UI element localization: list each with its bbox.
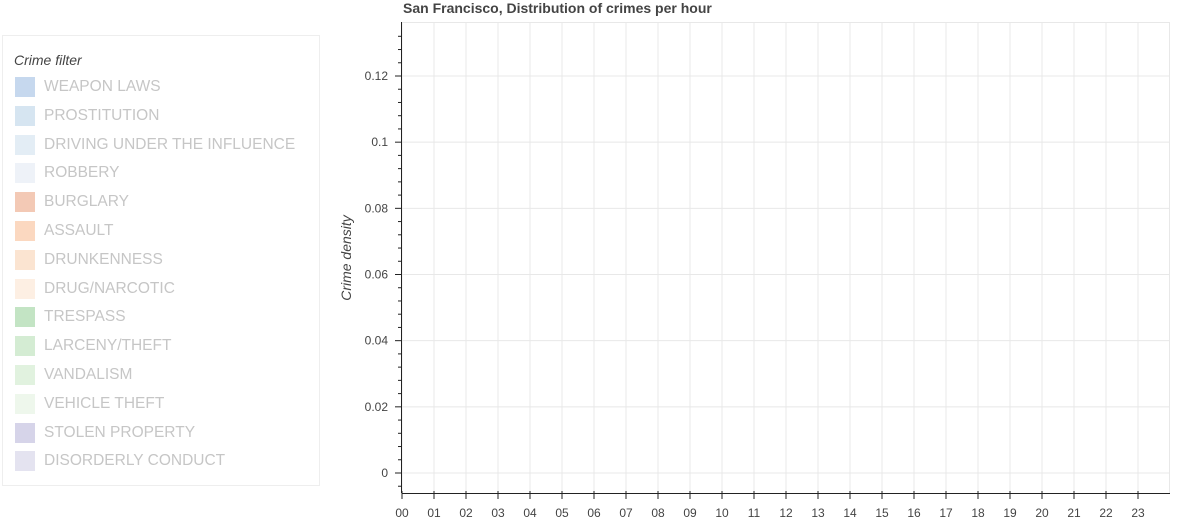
legend-item-label: VANDALISM [44, 366, 133, 383]
legend-item-label: STOLEN PROPERTY [44, 423, 196, 441]
legend-item-label: DISORDERLY CONDUCT [44, 452, 226, 470]
x-tick-label: 20 [1035, 506, 1049, 520]
x-tick-label: 16 [907, 506, 921, 520]
y-tick-label: 0.08 [365, 201, 389, 215]
legend-item-label: ROBBERY [44, 164, 120, 182]
y-axis-label: Crime density [338, 214, 354, 301]
legend-swatch [15, 163, 35, 184]
legend-item[interactable]: DRUNKENNESS [15, 249, 163, 271]
legend-swatch [15, 365, 35, 385]
x-tick-label: 02 [459, 506, 473, 520]
legend-item[interactable]: WEAPON LAWS [15, 76, 161, 98]
legend-title: Crime filter [14, 52, 82, 68]
x-tick-label: 12 [779, 506, 793, 520]
legend-item-label: VEHICLE THEFT [44, 394, 165, 412]
x-tick-label: 15 [875, 506, 889, 520]
legend-item[interactable]: STOLEN PROPERTY [15, 422, 195, 444]
x-tick-label: 07 [619, 506, 633, 520]
legend-swatch [15, 307, 35, 328]
x-tick-label: 21 [1067, 506, 1081, 520]
y-tick-label: 0.12 [365, 69, 389, 83]
legend-swatch [15, 393, 35, 414]
y-tick-label: 0 [381, 466, 388, 480]
legend-swatch [15, 221, 35, 241]
chart-title: San Francisco, Distribution of crimes pe… [403, 0, 712, 16]
x-tick-label: 18 [971, 506, 985, 520]
x-tick-label: 19 [1003, 506, 1017, 520]
x-tick-label: 13 [811, 506, 825, 520]
x-tick-label: 06 [587, 506, 601, 520]
legend-item-label: BURGLARY [44, 193, 129, 211]
x-tick-label: 17 [939, 506, 953, 520]
y-tick-label: 0.02 [365, 400, 389, 414]
y-tick-label: 0.04 [365, 334, 389, 348]
legend-swatch [15, 451, 35, 472]
x-tick-label: 11 [748, 506, 761, 520]
legend-swatch [15, 192, 35, 213]
legend-swatch [15, 249, 35, 270]
legend-swatch [15, 422, 35, 443]
x-tick-label: 09 [683, 506, 697, 520]
legend-swatch [15, 278, 35, 299]
x-tick-label: 23 [1131, 506, 1145, 520]
crime-filter-legend: Crime filter WEAPON LAWS PROSTITUTION DRIV… [2, 35, 320, 486]
legend-item-label: TRESPASS [44, 308, 126, 326]
legend-swatch [15, 105, 35, 126]
legend-item[interactable]: PROSTITUTION [15, 105, 159, 127]
legend-item[interactable]: ASSAULT [15, 220, 114, 242]
legend-item[interactable]: LARCENY/THEFT [15, 335, 171, 357]
legend-item[interactable]: TRESPASS [15, 306, 126, 328]
legend-item-label: PROSTITUTION [44, 106, 160, 124]
legend-swatch [15, 134, 35, 155]
x-tick-label: 22 [1099, 506, 1113, 520]
x-tick-label: 08 [651, 506, 665, 520]
y-tick-label: 0.1 [371, 135, 388, 149]
x-tick-label: 10 [715, 506, 729, 520]
legend-swatch [15, 336, 35, 357]
x-tick-label: 04 [523, 506, 537, 520]
legend-swatch [15, 77, 35, 97]
legend-item[interactable]: VEHICLE THEFT [15, 393, 164, 415]
y-tick-label: 0.06 [365, 268, 389, 282]
legend-item-label: DRIVING UNDER THE INFLUENCE [44, 135, 296, 153]
x-tick-label: 14 [843, 506, 857, 520]
legend-item-label: WEAPON LAWS [44, 78, 161, 95]
legend-item-label: DRUNKENNESS [44, 250, 163, 268]
legend-item[interactable]: ROBBERY [15, 162, 120, 184]
legend-item-label: ASSAULT [44, 222, 114, 239]
legend-item[interactable]: DRUG/NARCOTIC [15, 278, 175, 300]
legend-item[interactable]: DISORDERLY CONDUCT [15, 450, 225, 472]
x-tick-label: 05 [555, 506, 569, 520]
legend-item-label: LARCENY/THEFT [44, 337, 172, 355]
x-tick-label: 01 [427, 506, 441, 520]
x-tick-label: 00 [395, 506, 409, 520]
legend-item[interactable]: DRIVING UNDER THE INFLUENCE [15, 134, 295, 156]
x-tick-label: 03 [491, 506, 505, 520]
legend-item[interactable]: BURGLARY [15, 191, 129, 213]
legend-item-label: DRUG/NARCOTIC [44, 279, 175, 297]
legend-item[interactable]: VANDALISM [15, 364, 132, 386]
